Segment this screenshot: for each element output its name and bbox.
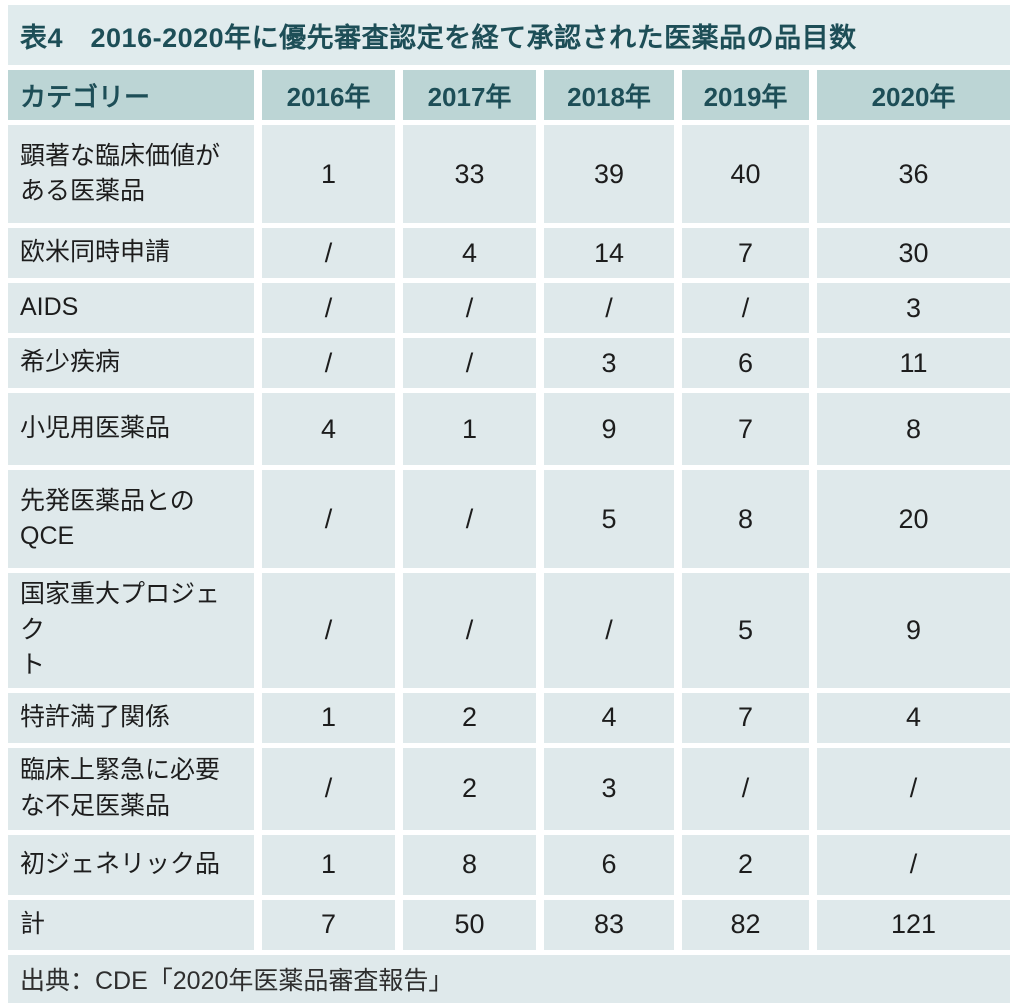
value-cell: / (544, 283, 674, 333)
value-cell: 40 (682, 125, 809, 223)
category-cell: 小児用医薬品 (8, 393, 254, 465)
value-cell: 7 (682, 393, 809, 465)
value-cell: 4 (544, 692, 674, 743)
table-row: 計 7 50 83 82 121 (8, 899, 1010, 950)
value-cell: / (262, 283, 395, 333)
value-cell: 8 (682, 470, 809, 568)
value-cell: / (817, 747, 1010, 830)
category-cell: AIDS (8, 283, 254, 333)
category-cell: 計 (8, 899, 254, 950)
value-cell: / (682, 283, 809, 333)
value-cell: 36 (817, 125, 1010, 223)
value-cell: 6 (544, 834, 674, 895)
value-cell: 1 (403, 393, 536, 465)
value-cell: 1 (262, 125, 395, 223)
value-cell: / (262, 338, 395, 388)
value-cell: 8 (403, 834, 536, 895)
column-header-year: 2020年 (817, 70, 1010, 120)
value-cell: 2 (682, 834, 809, 895)
value-cell: 4 (817, 692, 1010, 743)
value-cell: 1 (262, 834, 395, 895)
table-row: 希少疾病 //3 6 11 (8, 338, 1010, 388)
value-cell: 3 (544, 747, 674, 830)
table-row: 国家重大プロジェク ト / //5 9 (8, 573, 1010, 688)
value-cell: 5 (544, 470, 674, 568)
category-cell: 先発医薬品との QCE (8, 470, 254, 568)
value-cell: 1 (262, 692, 395, 743)
table-row: 小児用医薬品 4 1 9 7 8 (8, 393, 1010, 465)
value-cell: / (403, 283, 536, 333)
column-header-category: カテゴリー (8, 70, 254, 120)
header-row: カテゴリー 2016年 2017年 2018年 2019年 2020年 (8, 70, 1010, 120)
column-header-year: 2019年 (682, 70, 809, 120)
value-cell: 4 (262, 393, 395, 465)
value-cell: / (544, 573, 674, 688)
table-row: 欧米同時申請/4 14 7 30 (8, 228, 1010, 278)
value-cell: 2 (403, 692, 536, 743)
value-cell: 9 (544, 393, 674, 465)
source-note: 出典：CDE「2020年医薬品審査報告」 (8, 954, 1010, 1003)
value-cell: 50 (403, 899, 536, 950)
value-cell: 4 (403, 228, 536, 278)
column-header-year: 2018年 (544, 70, 674, 120)
value-cell: 5 (682, 573, 809, 688)
value-cell: 9 (817, 573, 1010, 688)
category-cell: 顕著な臨床価値が ある医薬品 (8, 125, 254, 223)
category-cell: 臨床上緊急に必要 な不足医薬品 (8, 747, 254, 830)
value-cell: / (817, 834, 1010, 895)
table-row: 顕著な臨床価値が ある医薬品 1 33 39 40 36 (8, 125, 1010, 223)
table-row: 臨床上緊急に必要 な不足医薬品/2 3// (8, 747, 1010, 830)
value-cell: 20 (817, 470, 1010, 568)
table-row: 初ジェネリック品 1 8 6 2/ (8, 834, 1010, 895)
source-row: 出典：CDE「2020年医薬品審査報告」 (8, 954, 1010, 1003)
value-cell: / (262, 573, 395, 688)
value-cell: 7 (682, 692, 809, 743)
value-cell: / (682, 747, 809, 830)
value-cell: 82 (682, 899, 809, 950)
value-cell: 121 (817, 899, 1010, 950)
category-cell: 特許満了関係 (8, 692, 254, 743)
value-cell: 83 (544, 899, 674, 950)
value-cell: 3 (544, 338, 674, 388)
value-cell: 7 (262, 899, 395, 950)
value-cell: 11 (817, 338, 1010, 388)
title-row: 表4 2016-2020年に優先審査認定を経て承認された医薬品の品目数 (8, 5, 1010, 65)
value-cell: / (403, 338, 536, 388)
table-row: 先発医薬品との QCE //5 8 20 (8, 470, 1010, 568)
value-cell: / (262, 747, 395, 830)
category-cell: 国家重大プロジェク ト (8, 573, 254, 688)
table-row: AIDS / / //3 (8, 283, 1010, 333)
column-header-year: 2017年 (403, 70, 536, 120)
value-cell: / (403, 573, 536, 688)
value-cell: 39 (544, 125, 674, 223)
value-cell: 8 (817, 393, 1010, 465)
category-cell: 初ジェネリック品 (8, 834, 254, 895)
value-cell: 3 (817, 283, 1010, 333)
value-cell: / (262, 470, 395, 568)
value-cell: 14 (544, 228, 674, 278)
value-cell: / (403, 470, 536, 568)
table-title: 表4 2016-2020年に優先審査認定を経て承認された医薬品の品目数 (8, 5, 1010, 65)
category-cell: 希少疾病 (8, 338, 254, 388)
value-cell: / (262, 228, 395, 278)
column-header-year: 2016年 (262, 70, 395, 120)
value-cell: 33 (403, 125, 536, 223)
value-cell: 6 (682, 338, 809, 388)
value-cell: 7 (682, 228, 809, 278)
table-row: 特許満了関係 1 2 4 7 4 (8, 692, 1010, 743)
category-cell: 欧米同時申請 (8, 228, 254, 278)
value-cell: 2 (403, 747, 536, 830)
value-cell: 30 (817, 228, 1010, 278)
